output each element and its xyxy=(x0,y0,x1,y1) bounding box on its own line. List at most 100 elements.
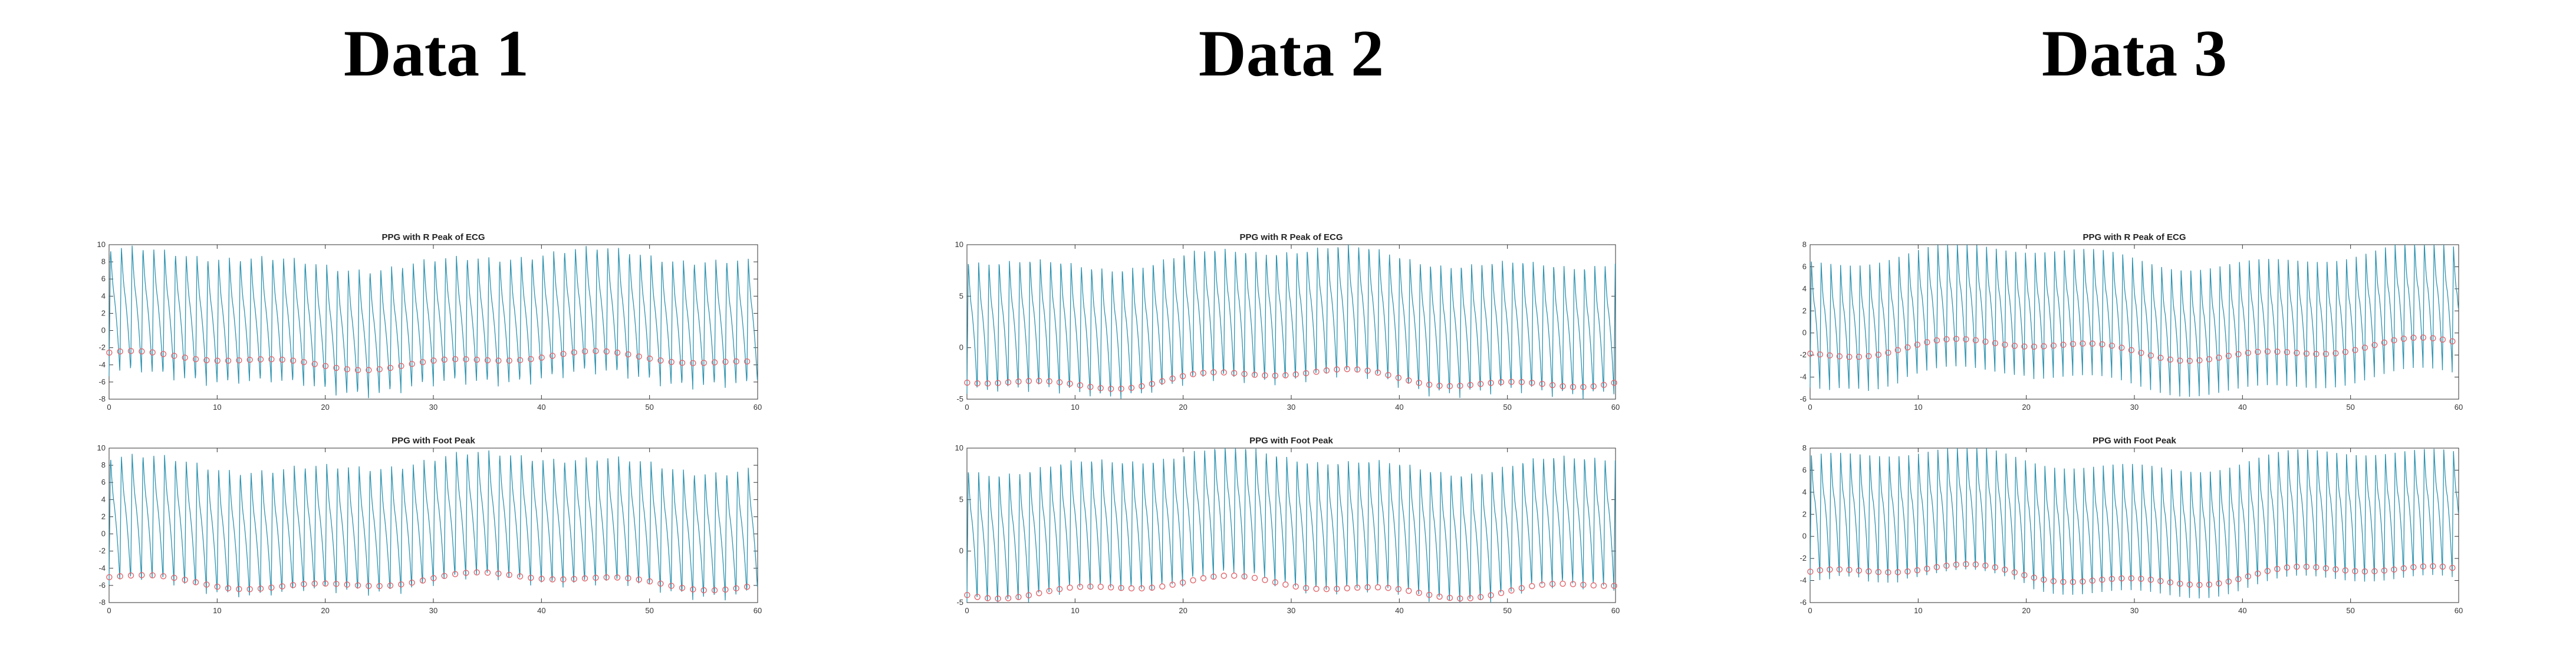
peak-marker xyxy=(1982,562,1989,569)
peak-marker xyxy=(549,353,556,359)
peak-marker xyxy=(203,581,210,588)
peak-marker xyxy=(1570,581,1577,587)
peak-marker xyxy=(430,575,437,581)
peak-marker xyxy=(1251,371,1258,378)
peak-marker xyxy=(2245,350,2252,356)
peak-marker xyxy=(700,587,707,594)
y-tick-label: -2 xyxy=(1799,554,1807,562)
peak-marker xyxy=(636,353,642,360)
peak-marker xyxy=(289,582,297,588)
x-tick-label: 60 xyxy=(2455,606,2463,615)
peak-marker xyxy=(1406,587,1412,594)
panel-title-data-1: Data 1 xyxy=(343,17,529,90)
x-tick-label: 20 xyxy=(2022,606,2030,615)
peak-marker xyxy=(1508,379,1515,385)
peak-marker xyxy=(1529,583,1535,590)
peak-marker xyxy=(1385,584,1391,591)
peak-marker xyxy=(1943,336,1950,343)
peak-marker xyxy=(2118,575,2125,582)
y-tick-label: 5 xyxy=(959,495,963,504)
y-tick-label: 0 xyxy=(1802,532,1807,541)
peak-marker xyxy=(571,575,577,583)
peak-marker xyxy=(1846,354,1853,360)
peak-marker xyxy=(1108,584,1114,591)
peak-marker xyxy=(2361,568,2368,575)
peak-marker xyxy=(2342,348,2349,356)
peak-marker xyxy=(333,581,340,587)
x-tick-label: 20 xyxy=(321,606,329,615)
peak-marker xyxy=(1924,339,1930,346)
peak-marker xyxy=(516,357,524,364)
y-tick-label: -8 xyxy=(98,394,106,403)
peak-marker xyxy=(2002,341,2008,348)
peak-marker xyxy=(2147,352,2154,359)
peak-marker xyxy=(419,577,426,584)
peak-marker xyxy=(2430,563,2436,570)
peak-marker xyxy=(2128,575,2135,582)
peak-marker xyxy=(1190,371,1196,377)
peak-marker xyxy=(106,349,113,356)
peak-marker xyxy=(2157,578,2164,584)
x-tick-label: 0 xyxy=(965,403,969,412)
y-tick-label: 6 xyxy=(101,478,106,486)
x-tick-label: 60 xyxy=(2455,403,2463,412)
peak-marker xyxy=(1436,383,1443,389)
peak-marker xyxy=(1933,337,1940,344)
peak-marker xyxy=(236,357,242,364)
peak-marker xyxy=(1590,383,1597,390)
peak-marker xyxy=(2342,567,2349,574)
peak-marker xyxy=(344,581,350,588)
peak-marker xyxy=(2420,334,2427,341)
peak-marker xyxy=(1866,568,1872,575)
peak-marker xyxy=(679,584,686,591)
peak-marker xyxy=(1200,575,1207,581)
peak-marker xyxy=(117,573,123,580)
peak-marker xyxy=(1200,370,1207,376)
peak-marker xyxy=(1097,584,1104,590)
peak-marker xyxy=(1600,381,1607,388)
peak-marker xyxy=(733,358,739,365)
y-tick-label: 0 xyxy=(101,326,106,335)
peak-marker xyxy=(1374,369,1381,376)
peak-marker xyxy=(528,356,534,363)
peak-marker xyxy=(700,360,707,366)
chart-title: PPG with Foot Peak xyxy=(392,436,475,446)
peak-marker xyxy=(246,586,253,593)
peak-marker xyxy=(1446,383,1453,390)
peak-marker xyxy=(2070,578,2077,585)
y-tick-label: 0 xyxy=(959,547,963,555)
peak-marker xyxy=(2400,335,2407,342)
peak-marker xyxy=(1128,585,1135,592)
peak-marker xyxy=(1914,341,1921,348)
ppg-signal-line xyxy=(966,244,1616,400)
x-tick-label: 10 xyxy=(213,606,221,615)
peak-marker xyxy=(1807,568,1814,575)
peak-marker xyxy=(182,577,188,583)
chart-title: PPG with R Peak of ECG xyxy=(2082,232,2186,242)
x-tick-label: 0 xyxy=(965,606,969,615)
peak-marker xyxy=(1005,379,1012,386)
peak-marker xyxy=(1875,569,1882,575)
peak-marker xyxy=(495,570,502,577)
peak-marker xyxy=(398,363,404,369)
peak-marker xyxy=(614,349,621,356)
peak-marker xyxy=(1488,380,1494,386)
peak-marker xyxy=(603,348,610,355)
peak-marker xyxy=(1885,349,1891,356)
peak-marker xyxy=(1560,383,1566,390)
peak-marker xyxy=(387,364,394,371)
peak-marker xyxy=(1354,584,1361,591)
peak-marker xyxy=(722,586,729,593)
y-tick-label: 0 xyxy=(101,529,106,538)
peak-marker xyxy=(2255,348,2261,356)
peak-marker xyxy=(506,357,512,364)
peak-marker xyxy=(668,358,675,366)
x-tick-label: 20 xyxy=(321,403,329,412)
peak-marker xyxy=(1529,380,1535,386)
x-tick-label: 40 xyxy=(1395,606,1403,615)
x-tick-label: 0 xyxy=(1808,606,1812,615)
y-tick-label: 8 xyxy=(1802,240,1807,249)
peak-marker xyxy=(139,572,145,578)
